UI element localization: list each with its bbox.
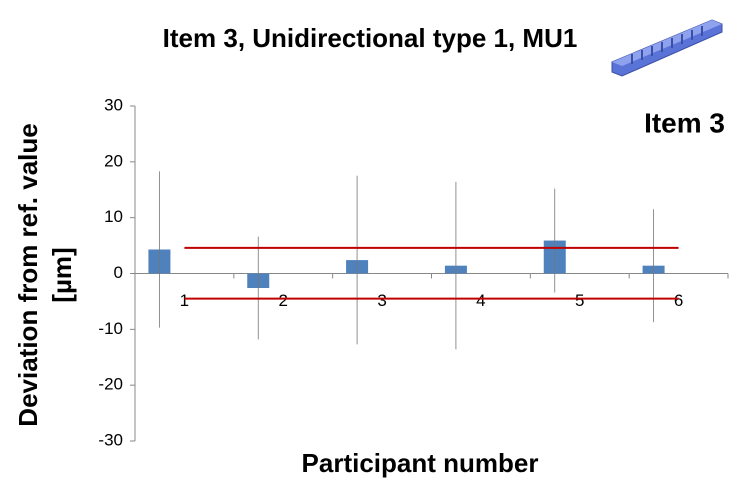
x-tick-label: 6 <box>674 291 683 310</box>
x-tick-label: 2 <box>279 291 288 310</box>
y-tick-label: 20 <box>104 151 123 170</box>
x-tick-label: 4 <box>476 291 485 310</box>
y-tick-label: -10 <box>98 319 123 338</box>
y-axis-label: Deviation from ref. value <box>13 123 43 426</box>
x-tick-label: 3 <box>377 291 386 310</box>
y-tick-label: -20 <box>98 375 123 394</box>
chart-title: Item 3, Unidirectional type 1, MU1 <box>163 23 578 53</box>
item-icon <box>611 19 723 77</box>
x-tick-label: 1 <box>180 291 189 310</box>
y-tick-label: 0 <box>114 263 123 282</box>
x-axis-label: Participant number <box>302 448 539 478</box>
y-tick-label: -30 <box>98 430 123 449</box>
y-tick-label: 10 <box>104 207 123 226</box>
annotation: Item 3 <box>644 107 725 138</box>
x-tick-label: 5 <box>575 291 584 310</box>
y-axis-label: [µm] <box>47 247 77 302</box>
y-tick-label: 30 <box>104 95 123 114</box>
